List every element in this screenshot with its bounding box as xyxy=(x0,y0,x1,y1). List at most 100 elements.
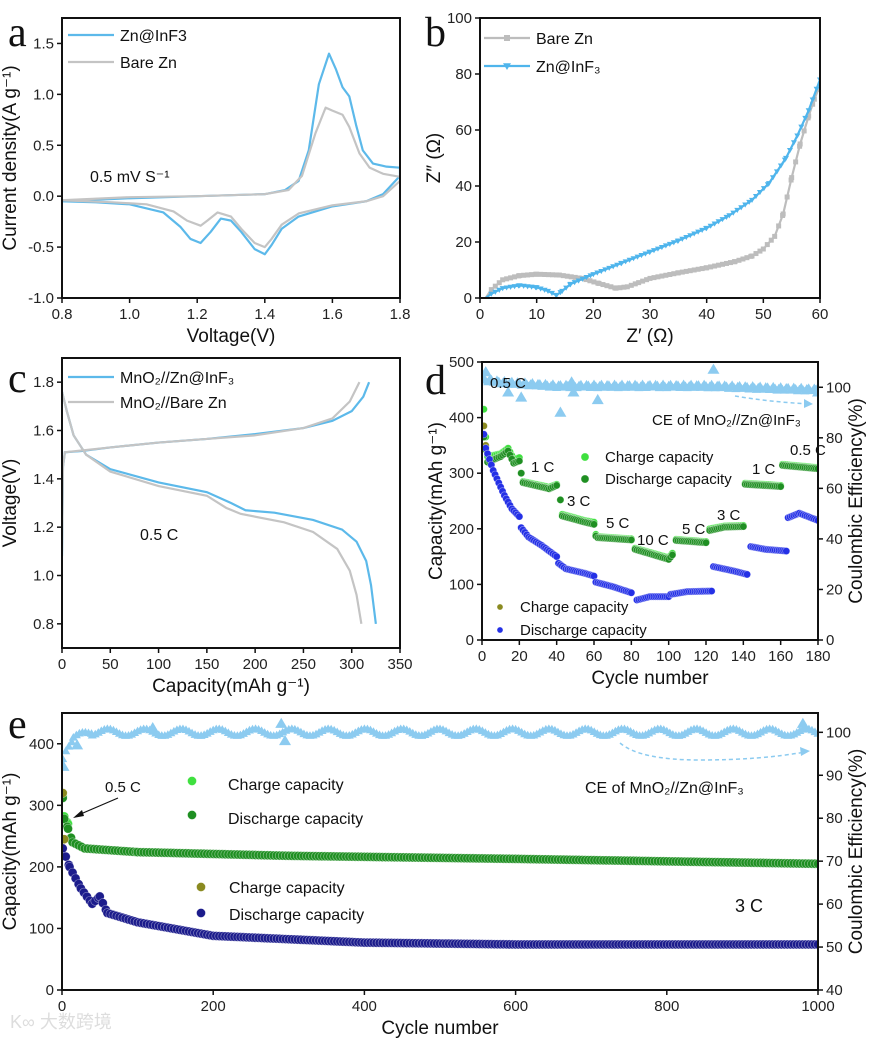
ce-point xyxy=(62,754,68,763)
series-zn-inf3 xyxy=(62,52,400,256)
data-point xyxy=(810,101,816,107)
data-point xyxy=(651,275,657,281)
legend-marker-discharge xyxy=(196,908,206,918)
y-tick-label: 0.0 xyxy=(33,188,54,205)
data-point xyxy=(550,272,556,278)
data-point xyxy=(496,280,502,286)
data-point xyxy=(548,290,555,296)
series-line xyxy=(485,79,820,298)
data-point xyxy=(587,278,593,284)
data-point xyxy=(529,272,535,278)
legend-discharge-label: Discharge capacity xyxy=(229,907,364,924)
data-point xyxy=(744,255,750,261)
data-point xyxy=(768,237,774,243)
x-axis-label: Cycle number xyxy=(381,1018,499,1039)
data-point xyxy=(534,271,540,277)
data-point xyxy=(699,227,706,234)
ce-dashed-arrow xyxy=(619,742,806,761)
data-point xyxy=(756,190,763,196)
data-point xyxy=(739,522,748,531)
panel-a: a 0.8 1.0 1.2 1.4 1.6 1.8 -1.0 -0.5 0.0 0.5 1.0 1.5 V… xyxy=(0,10,410,347)
y-tick-label: 400 xyxy=(449,410,474,427)
y-axis-label: Current density(A g⁻¹) xyxy=(0,65,21,250)
data-point xyxy=(598,268,605,275)
data-point xyxy=(671,271,677,277)
data-point xyxy=(746,199,753,205)
x-tick-label: 200 xyxy=(243,656,268,673)
data-point xyxy=(670,240,677,246)
data-point xyxy=(666,241,673,247)
data-point xyxy=(691,231,698,237)
rate-label: 3 C xyxy=(717,507,741,524)
data-point xyxy=(618,260,625,266)
rate-label: 5 C xyxy=(606,515,630,532)
data-point xyxy=(720,261,726,267)
legend-marker-charge xyxy=(580,452,590,462)
x-axis-label: Voltage(V) xyxy=(187,326,276,347)
x-tick-label: 180 xyxy=(805,648,830,665)
y-tick-label: 1.0 xyxy=(33,568,54,585)
x-tick-label: 20 xyxy=(585,306,602,323)
legend-charge-label: Charge capacity xyxy=(228,777,344,794)
x-tick-label: 100 xyxy=(146,656,171,673)
data-point xyxy=(805,108,812,114)
y-axis-label: Capacity(mAh g⁻¹) xyxy=(0,773,21,931)
data-point xyxy=(723,214,730,220)
y-tick-label: 0.8 xyxy=(33,616,54,633)
x-tick-label: 60 xyxy=(812,306,829,323)
y-tick-label: 400 xyxy=(29,736,54,753)
data-point xyxy=(542,271,548,277)
data-point xyxy=(634,254,641,260)
data-point xyxy=(600,282,606,288)
y-tick-label: 100 xyxy=(447,10,472,27)
data-point xyxy=(596,280,602,286)
data-point xyxy=(626,257,633,263)
ce-label: CE of MnO₂//Zn@InF₃ xyxy=(652,412,801,429)
legend-bare-zn-label: Bare Zn xyxy=(120,55,177,72)
data-point xyxy=(63,823,73,834)
data-point xyxy=(679,236,686,242)
rate-label: 0.5 C xyxy=(490,375,526,392)
data-point xyxy=(708,264,714,270)
ce-outlier-point xyxy=(279,734,292,746)
data-point xyxy=(610,264,617,270)
data-point xyxy=(499,286,506,292)
data-point xyxy=(563,285,570,291)
ce-outlier-point xyxy=(591,393,604,405)
data-point xyxy=(517,469,526,478)
watermark-logo: K∞ 大数跨境 xyxy=(10,1012,112,1032)
y-tick-label: 1.5 xyxy=(33,35,54,52)
y2-tick-label: 60 xyxy=(826,480,843,497)
rate-label: 1 C xyxy=(531,459,555,476)
plot-frame xyxy=(61,712,819,991)
y-axis-label: Z″ (Ω) xyxy=(424,133,445,183)
data-point xyxy=(568,274,574,280)
data-point xyxy=(683,268,689,274)
data-point xyxy=(488,287,494,293)
data-point xyxy=(732,259,738,265)
data-point xyxy=(496,287,503,293)
series-line xyxy=(62,52,400,256)
data-point xyxy=(517,273,523,279)
data-point xyxy=(538,271,544,277)
x-tick-label: 0 xyxy=(476,306,484,323)
data-point xyxy=(772,233,778,239)
data-point xyxy=(591,279,597,285)
data-point xyxy=(546,272,552,278)
data-point xyxy=(636,280,642,286)
y-tick-label: 1.4 xyxy=(33,471,54,488)
data-point xyxy=(760,246,766,252)
data-point xyxy=(789,175,795,181)
ce-outlier-point xyxy=(62,760,70,771)
data-point xyxy=(753,251,759,257)
x-tick-label: 0 xyxy=(58,656,66,673)
legend-discharge-label: Discharge capacity xyxy=(520,622,647,639)
data-point xyxy=(638,253,645,259)
data-point xyxy=(764,242,770,248)
rate-arrow-head xyxy=(73,810,84,818)
data-point xyxy=(482,430,488,439)
data-point xyxy=(642,251,649,257)
data-point xyxy=(813,939,818,950)
legend-marker-charge xyxy=(187,776,197,786)
data-point xyxy=(503,285,510,291)
